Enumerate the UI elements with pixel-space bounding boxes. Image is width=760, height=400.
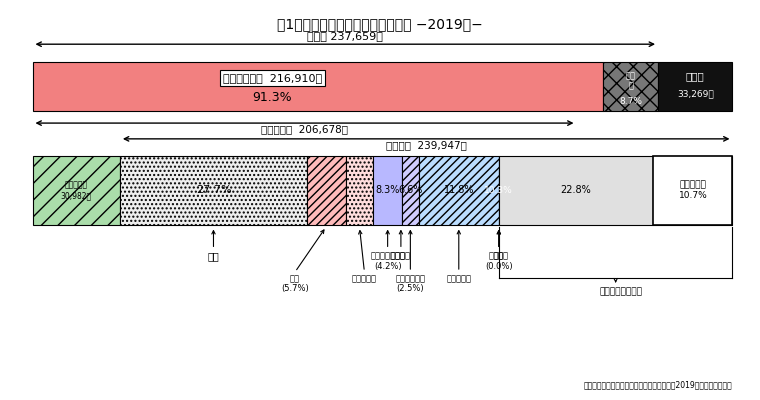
Text: 交通・通信: 交通・通信 [446, 274, 471, 283]
Text: 8.3%: 8.3% [375, 185, 400, 195]
Text: その他の消費支出: その他の消費支出 [599, 288, 642, 297]
Bar [499, 156, 654, 225]
Text: 図1　高齢夫婦無職世帯の家計収支 −2019年−: 図1 高齢夫婦無職世帯の家計収支 −2019年− [277, 18, 483, 32]
Bar [603, 62, 658, 111]
Bar [33, 62, 603, 111]
Bar [373, 156, 402, 225]
Text: 食料: 食料 [207, 251, 220, 261]
Bar [402, 156, 419, 225]
Text: 91.3%: 91.3% [252, 91, 292, 104]
Bar [307, 156, 346, 225]
Text: 教養娯楽: 教養娯楽 [489, 251, 509, 260]
Bar [654, 156, 733, 225]
Text: その
他: その 他 [625, 71, 635, 90]
Text: 保健医療: 保健医療 [391, 251, 411, 260]
Text: 光熱・水道: 光熱・水道 [352, 274, 377, 283]
Text: 可処分所得  206,678円: 可処分所得 206,678円 [261, 124, 348, 134]
Text: 総務省統計局　家計調査報告「家計収支編」2019年平均結果の概要: 総務省統計局 家計調査報告「家計収支編」2019年平均結果の概要 [584, 380, 733, 389]
Bar [658, 62, 733, 111]
Bar [33, 156, 120, 225]
Text: 消費支出  239,947円: 消費支出 239,947円 [386, 140, 467, 150]
Text: 27.7%: 27.7% [195, 185, 231, 195]
Bar [120, 156, 307, 225]
Text: 非消費支出
30,982円: 非消費支出 30,982円 [61, 180, 92, 200]
Bar [346, 156, 373, 225]
Bar [419, 156, 499, 225]
Text: 33,269円: 33,269円 [677, 90, 714, 98]
Text: 実収入 237,659円: 実収入 237,659円 [307, 31, 383, 41]
Text: 教育
(0.0%): 教育 (0.0%) [485, 251, 512, 271]
Text: 被服及び履物
(2.5%): 被服及び履物 (2.5%) [395, 274, 426, 293]
Text: 住居
(5.7%): 住居 (5.7%) [281, 274, 309, 293]
Text: 6.6%: 6.6% [398, 185, 423, 195]
Text: 不足分: 不足分 [686, 71, 705, 81]
Text: 11.8%: 11.8% [444, 185, 474, 195]
Text: 22.8%: 22.8% [561, 185, 591, 195]
Text: 8.7%: 8.7% [619, 97, 642, 106]
Text: 社会保障給付  216,910円: 社会保障給付 216,910円 [223, 73, 321, 83]
Bar [654, 156, 733, 225]
Text: 10.3%: 10.3% [484, 186, 513, 195]
Text: うち交際費
10.7%: うち交際費 10.7% [679, 180, 708, 200]
Text: 家具・家事用品
(4.2%): 家具・家事用品 (4.2%) [370, 251, 405, 271]
